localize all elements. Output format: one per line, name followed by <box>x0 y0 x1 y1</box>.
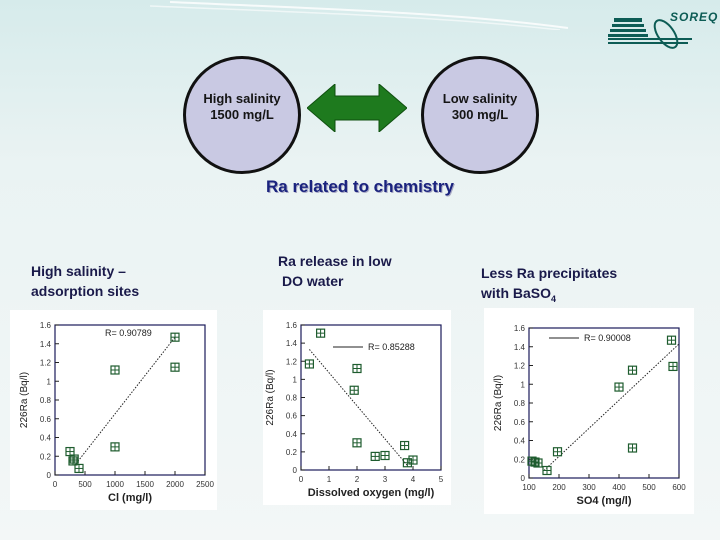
x-tick-label: 2 <box>355 475 360 484</box>
plot-frame <box>54 324 206 476</box>
soreq-logo-icon <box>608 18 692 49</box>
y-tick-label: 0.6 <box>514 418 526 427</box>
y-tick-label: 0.4 <box>40 434 52 443</box>
x-tick-label: 600 <box>672 483 686 492</box>
x-tick-label: 200 <box>552 483 566 492</box>
x-tick-label: 500 <box>642 483 656 492</box>
y-tick-label: 0.8 <box>286 394 298 403</box>
chart-cl: 0 500 1000 1500 2000 2500 0 0.2 0.4 0.6 0.8 1 1.2 1.4… <box>10 310 217 510</box>
y-tick-label: 0 <box>521 474 526 483</box>
chart-dissolved-oxygen: 0 1 2 3 4 5 0 0.2 0.4 0.6 0.8 1 1.2 1.4 1.6 R= 0.85288 D… <box>263 310 451 505</box>
y-tick-label: 0.2 <box>514 455 526 464</box>
trend-line <box>75 336 176 465</box>
y-tick-label: 1.6 <box>514 324 526 333</box>
x-axis-label: Cl (mg/l) <box>108 492 152 504</box>
y-axis-label: 226Ra (Bq/l) <box>493 375 504 431</box>
logo-text: SOREQ <box>670 10 719 24</box>
r-value-label: R= 0.90008 <box>584 333 631 343</box>
x-tick-label: 400 <box>612 483 626 492</box>
trend-line <box>543 343 680 471</box>
circle-label: High salinity <box>203 91 281 106</box>
x-tick-label: 1500 <box>136 480 154 489</box>
high-salinity-circle: High salinity 1500 mg/L <box>183 56 301 174</box>
x-tick-label: 0 <box>53 480 58 489</box>
decorative-swoosh <box>150 1 569 30</box>
x-tick-label: 1000 <box>106 480 124 489</box>
y-tick-label: 1.6 <box>40 321 52 330</box>
double-arrow-icon <box>307 84 407 132</box>
y-tick-label: 0.8 <box>40 396 52 405</box>
y-tick-label: 1.4 <box>40 340 52 349</box>
y-tick-label: 1.6 <box>286 321 298 330</box>
plot-frame <box>528 327 680 479</box>
y-tick-label: 0.2 <box>286 448 298 457</box>
y-tick-label: 1.2 <box>40 359 52 368</box>
x-axis-label: Dissolved oxygen (mg/l) <box>308 487 435 499</box>
circle-value: 300 mg/L <box>451 107 509 122</box>
y-tick-label: 0 <box>47 471 52 480</box>
x-tick-label: 2500 <box>196 480 214 489</box>
chart-so4: 100 200 300 400 500 600 0 0.2 0.4 0.6 0.8 1 1.2 1.4 1.… <box>484 308 694 514</box>
note-high-salinity: High salinity – adsorption sites <box>31 263 140 299</box>
low-salinity-circle: Low salinity 300 mg/L <box>421 56 539 174</box>
y-tick-label: 1 <box>521 380 526 389</box>
note-low-do: Ra release in low DO water <box>278 253 392 289</box>
x-tick-label: 2000 <box>166 480 184 489</box>
r-value-label: R= 0.90789 <box>105 328 152 338</box>
circle-label: Low salinity <box>442 91 518 106</box>
y-axis-label: 226Ra (Bq/l) <box>265 369 276 425</box>
y-tick-label: 0.4 <box>514 437 526 446</box>
x-tick-label: 500 <box>78 480 92 489</box>
y-tick-label: 1.2 <box>286 357 298 366</box>
y-tick-label: 1.4 <box>286 339 298 348</box>
y-tick-label: 0.4 <box>286 430 298 439</box>
x-tick-label: 4 <box>411 475 416 484</box>
y-tick-label: 0.6 <box>286 412 298 421</box>
y-tick-label: 0 <box>293 466 298 475</box>
section-title: Ra related to chemistry <box>265 177 454 196</box>
x-tick-label: 100 <box>522 483 536 492</box>
y-tick-label: 1.2 <box>514 362 526 371</box>
y-tick-label: 1.4 <box>514 343 526 352</box>
x-tick-label: 1 <box>327 475 332 484</box>
y-axis-label: 226Ra (Bq/l) <box>19 372 30 428</box>
x-tick-label: 300 <box>582 483 596 492</box>
note-baso4: Less Ra precipitates with BaSO4 <box>481 265 618 304</box>
x-tick-label: 0 <box>299 475 304 484</box>
x-axis-label: SO4 (mg/l) <box>576 495 631 507</box>
trend-line <box>309 349 408 466</box>
y-tick-label: 1 <box>47 377 52 386</box>
x-tick-label: 5 <box>439 475 444 484</box>
y-tick-label: 0.2 <box>40 452 52 461</box>
x-tick-label: 3 <box>383 475 388 484</box>
y-tick-label: 0.8 <box>514 399 526 408</box>
r-value-label: R= 0.85288 <box>368 342 415 352</box>
y-tick-label: 0.6 <box>40 415 52 424</box>
circle-value: 1500 mg/L <box>210 107 274 122</box>
y-tick-label: 1 <box>293 375 298 384</box>
